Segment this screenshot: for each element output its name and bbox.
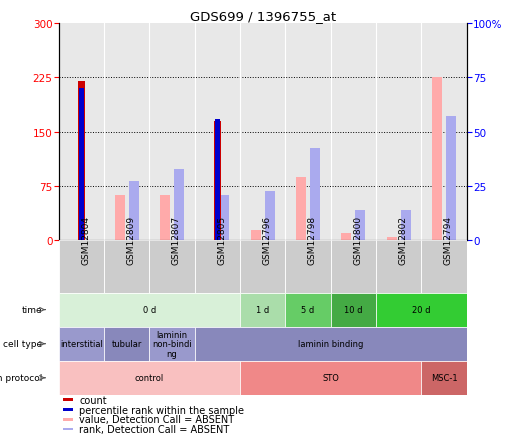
Text: GSM12809: GSM12809 bbox=[126, 215, 135, 264]
Text: 10 d: 10 d bbox=[344, 306, 362, 315]
Bar bbox=[215, 119, 219, 241]
Text: GSM12800: GSM12800 bbox=[353, 215, 361, 264]
Bar bbox=[174, 170, 184, 241]
Text: growth protocol: growth protocol bbox=[0, 373, 42, 382]
Bar bbox=[386, 237, 396, 241]
Bar bbox=[330, 241, 375, 293]
Bar bbox=[59, 327, 104, 361]
Bar bbox=[285, 293, 330, 327]
Text: 5 d: 5 d bbox=[301, 306, 314, 315]
Text: 1 d: 1 d bbox=[256, 306, 269, 315]
Text: tubular: tubular bbox=[111, 339, 142, 349]
Bar bbox=[194, 327, 466, 361]
Bar bbox=[63, 398, 73, 401]
Bar bbox=[309, 148, 320, 241]
Text: value, Detection Call = ABSENT: value, Detection Call = ABSENT bbox=[79, 414, 234, 424]
Text: GSM12802: GSM12802 bbox=[398, 215, 407, 264]
Bar bbox=[420, 361, 466, 395]
Text: 20 d: 20 d bbox=[411, 306, 430, 315]
Text: GSM12804: GSM12804 bbox=[81, 215, 90, 264]
Bar bbox=[59, 293, 240, 327]
Bar bbox=[79, 89, 83, 241]
Bar bbox=[240, 361, 420, 395]
Text: control: control bbox=[134, 373, 163, 382]
Bar bbox=[295, 177, 305, 241]
Text: time: time bbox=[21, 306, 42, 315]
Bar bbox=[78, 82, 84, 241]
Bar bbox=[330, 293, 375, 327]
Text: laminin
non-bindi
ng: laminin non-bindi ng bbox=[152, 330, 191, 358]
Bar bbox=[59, 361, 240, 395]
Bar bbox=[240, 293, 285, 327]
Bar bbox=[160, 195, 169, 241]
Bar bbox=[431, 78, 441, 241]
Bar bbox=[149, 241, 194, 293]
Text: rank, Detection Call = ABSENT: rank, Detection Call = ABSENT bbox=[79, 424, 229, 434]
Text: MSC-1: MSC-1 bbox=[430, 373, 457, 382]
Bar bbox=[213, 122, 220, 241]
Bar bbox=[375, 293, 466, 327]
Bar bbox=[59, 241, 104, 293]
Bar bbox=[63, 418, 73, 421]
Bar bbox=[240, 241, 285, 293]
Bar bbox=[104, 327, 149, 361]
Bar bbox=[375, 241, 420, 293]
Bar bbox=[115, 195, 125, 241]
Bar bbox=[341, 233, 351, 241]
Bar bbox=[264, 192, 274, 241]
Bar bbox=[250, 231, 260, 241]
Text: percentile rank within the sample: percentile rank within the sample bbox=[79, 404, 244, 414]
Text: GSM12805: GSM12805 bbox=[217, 215, 226, 264]
Text: GSM12807: GSM12807 bbox=[172, 215, 181, 264]
Bar bbox=[420, 241, 466, 293]
Text: cell type: cell type bbox=[3, 339, 42, 349]
Text: interstitial: interstitial bbox=[60, 339, 102, 349]
Bar bbox=[445, 116, 455, 241]
Bar bbox=[104, 241, 149, 293]
Bar bbox=[128, 181, 138, 241]
Bar bbox=[194, 241, 240, 293]
Bar bbox=[149, 327, 194, 361]
Text: 0 d: 0 d bbox=[143, 306, 156, 315]
Bar bbox=[63, 428, 73, 431]
Text: laminin binding: laminin binding bbox=[297, 339, 362, 349]
Text: count: count bbox=[79, 395, 106, 405]
Bar bbox=[63, 408, 73, 411]
Title: GDS699 / 1396755_at: GDS699 / 1396755_at bbox=[189, 10, 335, 23]
Bar bbox=[355, 210, 364, 241]
Bar bbox=[285, 241, 330, 293]
Text: GSM12798: GSM12798 bbox=[307, 215, 317, 264]
Text: STO: STO bbox=[322, 373, 338, 382]
Text: GSM12796: GSM12796 bbox=[262, 215, 271, 264]
Bar bbox=[400, 210, 410, 241]
Bar bbox=[219, 195, 229, 241]
Text: GSM12794: GSM12794 bbox=[443, 215, 452, 264]
